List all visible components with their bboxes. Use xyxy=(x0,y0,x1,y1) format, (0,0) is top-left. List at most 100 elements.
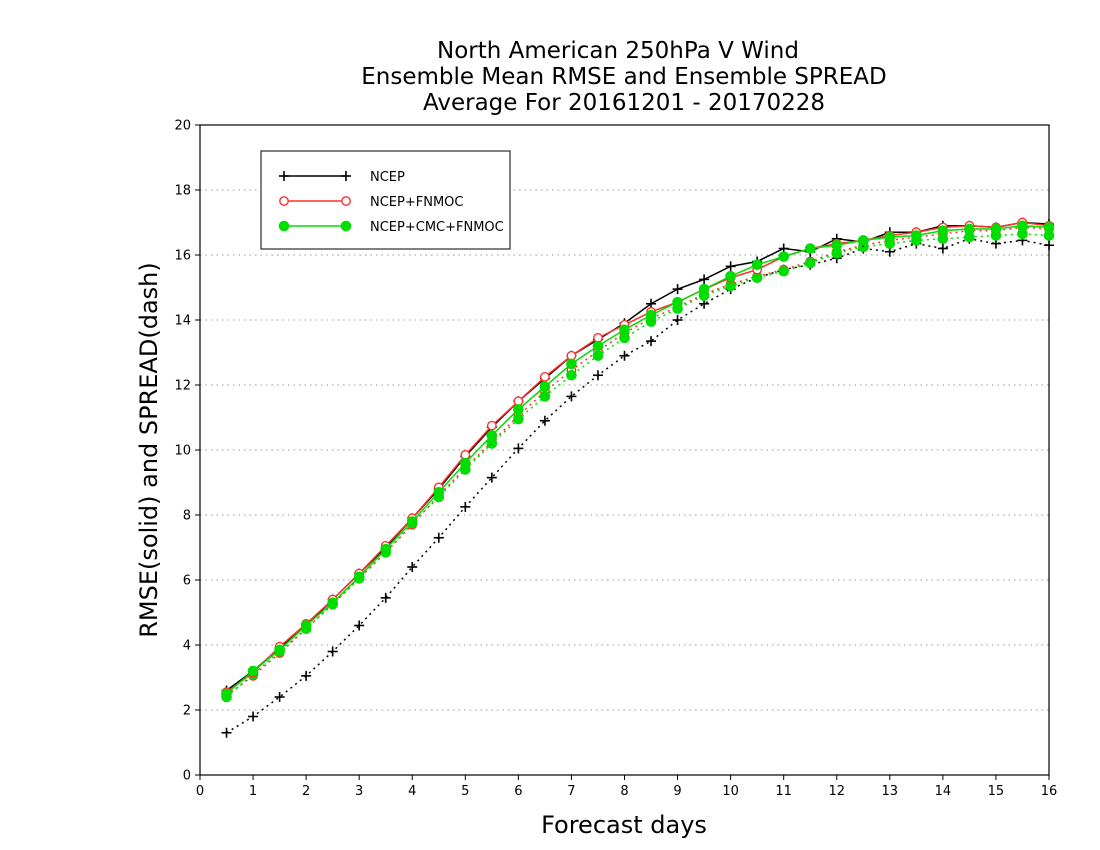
y-tick-label: 0 xyxy=(183,769,191,784)
legend-item: NCEP+CMC+FNMOC xyxy=(278,220,504,235)
series-spread-2 xyxy=(221,228,1055,703)
x-tick-label: 3 xyxy=(355,784,363,799)
rmse-point xyxy=(804,243,816,254)
y-tick-label: 10 xyxy=(174,444,191,459)
spread-point xyxy=(566,391,577,402)
spread-point xyxy=(592,350,604,362)
title-line-1: North American 250hPa V Wind xyxy=(437,38,799,64)
legend: NCEP NCEP+FNMOC NCEP+CMC+FNMOC xyxy=(260,150,511,250)
x-tick-label: 13 xyxy=(882,784,899,799)
y-tick-label: 4 xyxy=(183,639,191,654)
rmse-point xyxy=(964,223,975,235)
spread-line xyxy=(226,233,1050,698)
x-tick-label: 9 xyxy=(673,784,681,799)
rmse-point xyxy=(672,284,683,295)
y-tick-label: 12 xyxy=(174,379,191,394)
spread-point xyxy=(380,592,391,603)
rmse-line xyxy=(226,221,1050,693)
rmse-point xyxy=(406,516,418,527)
spread-point xyxy=(539,415,550,426)
legend-item: NCEP xyxy=(279,170,405,185)
x-tick-label: 14 xyxy=(935,784,952,799)
rmse-point xyxy=(221,688,232,700)
y-tick-label: 20 xyxy=(174,119,191,134)
spread-point xyxy=(354,620,365,631)
rmse-point xyxy=(486,420,497,431)
rmse-point xyxy=(327,597,338,609)
x-tick-label: 12 xyxy=(828,784,845,799)
spread-point xyxy=(566,369,577,381)
series-rmse-2 xyxy=(221,220,1055,700)
rmse-point xyxy=(513,404,524,415)
spread-point xyxy=(539,391,551,402)
rmse-point xyxy=(247,665,259,677)
legend-box xyxy=(260,150,511,250)
legend-label: NCEP+CMC+FNMOC xyxy=(370,220,504,235)
rmse-point xyxy=(672,296,683,308)
rmse-point xyxy=(937,225,949,236)
rmse-point xyxy=(698,283,710,295)
spread-line xyxy=(226,226,1050,696)
rmse-point xyxy=(831,239,843,251)
rmse-point xyxy=(380,543,392,555)
series-rmse-1 xyxy=(221,217,1054,698)
rmse-point xyxy=(751,259,763,271)
legend-item: NCEP+FNMOC xyxy=(279,195,463,210)
spread-point xyxy=(433,532,444,543)
spread-point xyxy=(672,315,683,325)
rmse-line xyxy=(226,221,1050,692)
rmse-point xyxy=(566,358,577,370)
legend-label: NCEP xyxy=(370,170,405,185)
spread-point xyxy=(804,257,816,269)
rmse-point xyxy=(990,223,1002,235)
x-tick-label: 5 xyxy=(461,784,469,799)
spread-point xyxy=(301,670,312,681)
rmse-point xyxy=(619,324,630,336)
x-tick-label: 4 xyxy=(408,784,416,799)
grid-lines xyxy=(200,189,1049,711)
legend-marker xyxy=(279,171,289,181)
legend-marker xyxy=(278,220,290,232)
spread-point xyxy=(937,243,948,254)
spread-point xyxy=(778,265,789,277)
spread-point xyxy=(513,443,524,454)
spread-point xyxy=(619,350,630,361)
y-tick-label: 18 xyxy=(174,184,191,199)
y-tick-label: 16 xyxy=(174,249,191,264)
rmse-point xyxy=(460,457,471,469)
legend-label: NCEP+FNMOC xyxy=(370,195,463,210)
x-tick-label: 7 xyxy=(567,784,575,799)
rmse-point xyxy=(645,309,657,321)
rmse-point xyxy=(1017,220,1028,232)
rmse-point xyxy=(539,381,551,392)
rmse-point xyxy=(857,235,869,246)
x-tick-label: 1 xyxy=(249,784,257,799)
rmse-line xyxy=(226,224,1050,695)
rmse-point xyxy=(592,340,604,352)
series-rmse-0 xyxy=(221,217,1054,696)
y-tick-label: 14 xyxy=(174,314,191,329)
x-tick-label: 15 xyxy=(988,784,1005,799)
spread-point xyxy=(1044,240,1054,251)
rmse-point xyxy=(540,371,550,382)
spread-point xyxy=(513,413,524,425)
x-tick-label: 11 xyxy=(775,784,792,799)
rmse-point xyxy=(353,571,365,583)
x-tick-label: 16 xyxy=(1041,784,1058,799)
rmse-point xyxy=(274,644,285,656)
x-axis-label: Forecast days xyxy=(541,811,707,839)
series-layer xyxy=(221,217,1055,738)
x-tick-label: 2 xyxy=(302,784,310,799)
legend-marker xyxy=(341,171,351,181)
rmse-point xyxy=(911,230,922,241)
spread-point xyxy=(486,472,497,483)
x-tick-label: 8 xyxy=(620,784,628,799)
x-tick-label: 0 xyxy=(196,784,204,799)
x-tick-label: 10 xyxy=(722,784,739,799)
rmse-point xyxy=(725,261,736,272)
title-line-3: Average For 20161201 - 20170228 xyxy=(423,90,825,116)
rmse-point xyxy=(884,231,896,243)
spread-point xyxy=(327,646,338,657)
